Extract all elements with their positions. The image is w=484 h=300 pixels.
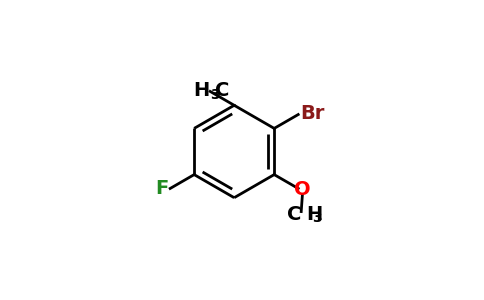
Text: H: H bbox=[306, 205, 322, 224]
Text: C: C bbox=[215, 81, 229, 100]
Text: 3: 3 bbox=[210, 88, 219, 102]
Text: Br: Br bbox=[301, 104, 325, 123]
Text: C: C bbox=[287, 205, 301, 224]
Text: 3: 3 bbox=[312, 212, 322, 226]
Text: F: F bbox=[155, 179, 168, 198]
Text: H: H bbox=[193, 81, 209, 100]
Text: O: O bbox=[294, 180, 311, 199]
